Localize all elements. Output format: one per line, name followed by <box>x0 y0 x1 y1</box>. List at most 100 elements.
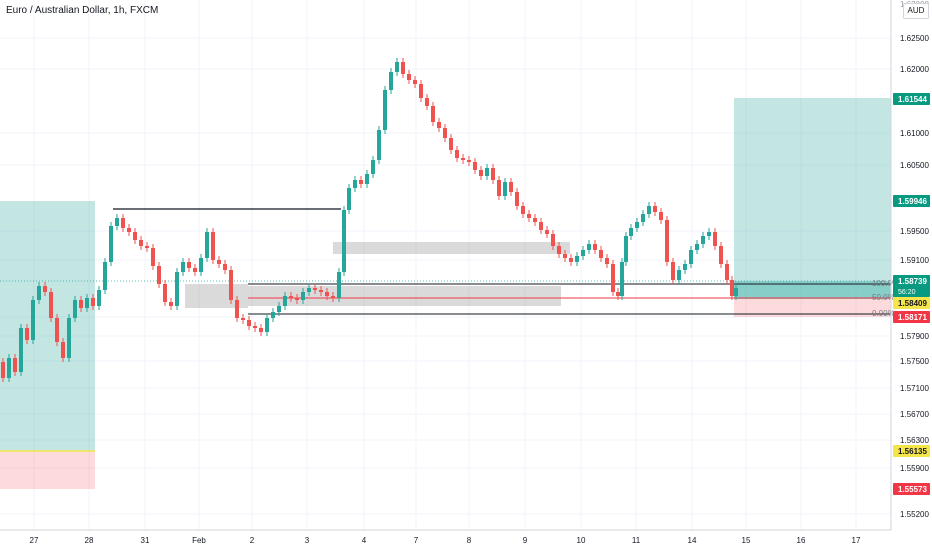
candle-body <box>677 270 681 280</box>
candle-body <box>283 296 287 306</box>
price-tick-label: 1.57900 <box>900 332 929 341</box>
candle-body <box>61 342 65 358</box>
candle-body <box>695 244 699 250</box>
demand-zone-2[interactable] <box>248 286 561 306</box>
profit-zone-right[interactable] <box>734 98 891 281</box>
candle-body <box>271 312 275 318</box>
candle-body <box>587 244 591 250</box>
candle-body <box>157 266 161 284</box>
price-tick-label: 1.57100 <box>900 384 929 393</box>
price-tick-label: 1.62000 <box>900 65 929 74</box>
candle-body <box>151 248 155 266</box>
time-tick-label: 27 <box>30 536 39 545</box>
candle-body <box>73 300 77 318</box>
candle-body <box>419 84 423 98</box>
candle-body <box>581 250 585 256</box>
candle-body <box>31 300 35 340</box>
candle-body <box>527 214 531 218</box>
candle-body <box>734 288 738 296</box>
candle-body <box>331 296 335 298</box>
candle-body <box>407 74 411 80</box>
candle-body <box>491 168 495 180</box>
fib-label-100: 100.0% <box>872 279 899 288</box>
candle-body <box>635 222 639 228</box>
candle-body <box>401 62 405 74</box>
price-marker <box>893 311 930 323</box>
candle-body <box>473 162 477 170</box>
candle-body <box>377 130 381 160</box>
candle-body <box>211 232 215 260</box>
candle-body <box>461 158 465 160</box>
candle-body <box>342 210 346 272</box>
candle-body <box>301 292 305 300</box>
currency-button[interactable]: AUD <box>903 3 929 19</box>
candle-body <box>575 256 579 262</box>
candle-body <box>25 328 29 340</box>
price-tick-label: 1.55200 <box>900 510 929 519</box>
fib-label-50: 50.0% <box>872 293 895 302</box>
time-tick-label: 4 <box>362 536 367 545</box>
time-tick-label: 28 <box>85 536 94 545</box>
price-tick-label: 1.60500 <box>900 161 929 170</box>
candle-body <box>115 218 119 226</box>
candle-body <box>181 262 185 272</box>
time-tick-label: 17 <box>852 536 861 545</box>
symbol-title[interactable]: Euro / Australian Dollar, 1h, FXCM <box>6 5 159 16</box>
candle-body <box>319 290 323 292</box>
candle-body <box>1 362 5 378</box>
loss-zone-right[interactable] <box>734 299 891 317</box>
candle-body <box>365 174 369 184</box>
time-tick-label: 15 <box>742 536 751 545</box>
candle-body <box>49 292 53 318</box>
candle-body <box>127 228 131 232</box>
candle-body <box>503 182 507 196</box>
candle-body <box>569 258 573 262</box>
price-marker-label: 1.61544 <box>898 95 927 104</box>
candle-body <box>707 232 711 236</box>
price-tick-label: 1.56300 <box>900 436 929 445</box>
candle-body <box>43 286 47 292</box>
loss-zone-left[interactable] <box>0 451 95 489</box>
time-tick-label: 31 <box>141 536 150 545</box>
candle-body <box>37 286 41 300</box>
candle-body <box>539 222 543 230</box>
candle-body <box>353 180 357 188</box>
supply-zone[interactable] <box>333 242 570 254</box>
price-tick-label: 1.57500 <box>900 357 929 366</box>
candle-body <box>325 292 329 296</box>
price-markers: 1.61544 1.59946 1.58739 56:20 1.58409 1.58171… <box>893 93 930 495</box>
candle-body <box>730 280 734 296</box>
candle-body <box>199 258 203 272</box>
candle-body <box>337 272 341 298</box>
candle-body <box>205 232 209 258</box>
candle-body <box>437 122 441 128</box>
time-tick-label: Feb <box>192 536 206 545</box>
candle-body <box>455 150 459 158</box>
candle-body <box>425 98 429 106</box>
candle-body <box>121 218 125 228</box>
profit-zone-left[interactable] <box>0 201 95 451</box>
candle-body <box>163 284 167 302</box>
price-axis[interactable]: 1.630001.625001.620001.610001.605001.595… <box>900 0 929 519</box>
candle-body <box>307 288 311 292</box>
candle-body <box>277 306 281 312</box>
candle-body <box>443 128 447 138</box>
time-tick-label: 9 <box>523 536 528 545</box>
price-marker <box>893 275 930 297</box>
time-axis[interactable]: 27 28 31 Feb 2 3 4 7 8 9 10 11 14 15 16 17 <box>30 536 861 545</box>
time-tick-label: 3 <box>305 536 310 545</box>
candle-body <box>265 318 269 332</box>
candle-body <box>611 264 615 292</box>
candle-body <box>563 254 567 258</box>
time-tick-label: 2 <box>250 536 255 545</box>
price-tick-label: 1.59500 <box>900 227 929 236</box>
candle-body <box>593 244 597 250</box>
candle-body <box>7 358 11 378</box>
price-tick-label: 1.62500 <box>900 34 929 43</box>
candle-body <box>241 318 245 320</box>
candle-body <box>665 220 669 262</box>
candle-body <box>521 206 525 214</box>
price-marker-label: 1.58739 <box>898 277 927 286</box>
